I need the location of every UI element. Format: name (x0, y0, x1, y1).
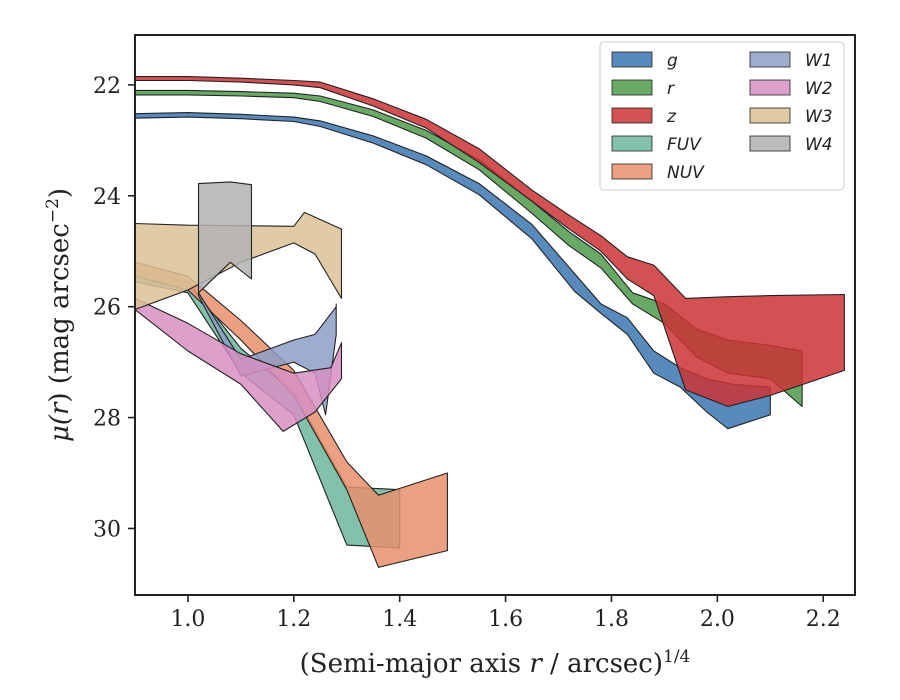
x-axis-label-variable: r (529, 649, 543, 679)
y-axis-label-close: ) (45, 188, 75, 198)
legend-label-w3: W3 (805, 107, 833, 127)
series-layer (135, 76, 845, 568)
y-tick-label: 24 (93, 185, 121, 210)
y-axis-label: μ(r) (mag arcsec−2) (43, 188, 75, 442)
legend-swatch-fuv (611, 135, 653, 152)
x-axis-label: (Semi-major axis r / arcsec)1/4 (300, 647, 691, 679)
y-axis-label-variable: r (45, 401, 75, 415)
x-tick-label: 2.0 (700, 607, 735, 632)
legend-label-w1: W1 (805, 51, 833, 71)
legend-label-w2: W2 (805, 79, 833, 99)
x-tick-label: 1.2 (276, 607, 311, 632)
x-tick-label: 1.0 (170, 607, 205, 632)
legend-swatch-w4 (749, 135, 791, 152)
legend: grz FUV NUV W1 W2 W3 W4 (599, 41, 845, 191)
y-tick-label: 26 (93, 296, 121, 321)
legend-swatch-nuv (611, 163, 653, 180)
legend-swatch-w3 (749, 107, 791, 124)
series-band-z (135, 76, 845, 408)
x-tick-label: 1.4 (382, 607, 417, 632)
x-tick-label: 1.8 (594, 607, 629, 632)
legend-label-z: z (666, 107, 677, 127)
legend-label-nuv: NUV (667, 163, 705, 183)
legend-swatch-g (611, 51, 653, 68)
y-axis-label-mu: μ( (45, 414, 75, 442)
y-tick-label: 22 (93, 74, 121, 99)
legend-swatch-w2 (749, 79, 791, 96)
y-tick-label: 30 (93, 517, 121, 542)
x-tick-label: 1.6 (488, 607, 523, 632)
series-band-r (135, 89, 803, 408)
legend-label-r: r (667, 79, 675, 99)
x-tick-label: 2.2 (806, 607, 841, 632)
x-axis-label-exponent: 1/4 (663, 647, 690, 667)
legend-label-w4: W4 (805, 135, 833, 155)
y-tick-label: 28 (93, 407, 121, 432)
plot-frame (134, 34, 856, 596)
series-band-w2 (135, 297, 343, 432)
legend-label-g: g (667, 51, 678, 71)
x-axis-label-tail: / arcsec) (542, 649, 663, 679)
y-axis-label-exponent: −2 (43, 198, 63, 223)
legend-items: grz FUV NUV W1 W2 W3 W4 (611, 51, 833, 183)
legend-swatch-w1 (749, 51, 791, 68)
legend-frame (599, 41, 845, 191)
ticks-layer: 1.0 1.2 1.4 1.6 1.8 2.0 2.2 22 24 26 28 30 (93, 74, 841, 632)
x-axis-label-main: (Semi-major axis (300, 649, 530, 679)
y-axis-label-mid: ) (mag arcsec (45, 223, 75, 402)
series-band-w4 (197, 181, 253, 294)
legend-swatch-r (611, 79, 653, 96)
legend-label-fuv: FUV (667, 135, 702, 155)
legend-swatch-z (611, 107, 653, 124)
